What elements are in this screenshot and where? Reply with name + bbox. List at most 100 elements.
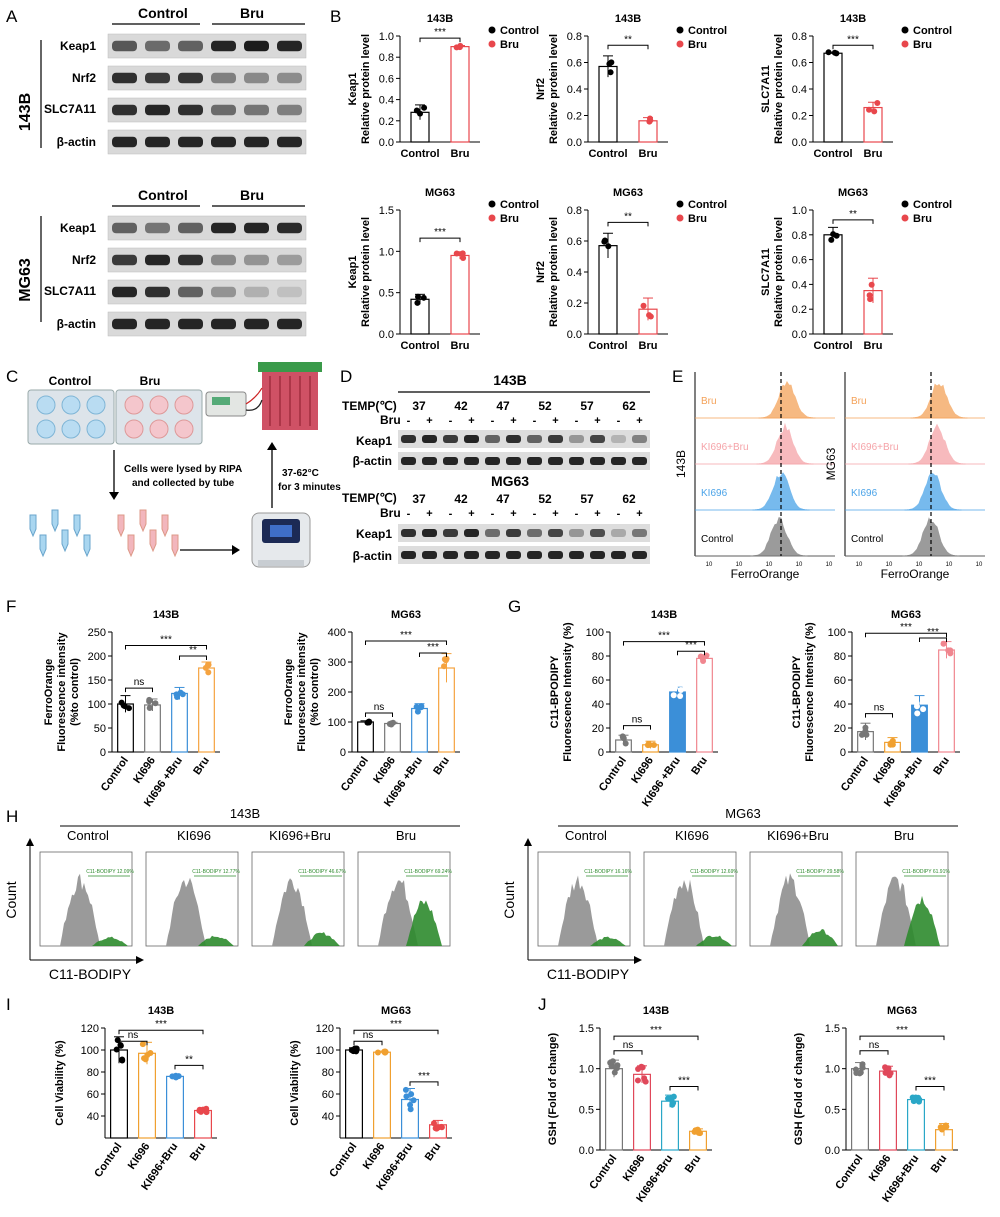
e-histogram <box>904 472 962 511</box>
blot-row-band <box>211 104 236 116</box>
chart-y-tick-label: 250 <box>88 627 106 639</box>
chart-bar <box>632 1073 651 1151</box>
blot-a2 <box>107 215 307 337</box>
chart-data-point <box>408 1091 415 1098</box>
chart-y-label: Relative protein level <box>548 34 560 144</box>
chart-f2: MG63 0 100 200 300 400 FerroOrange Fluorescence… <box>283 609 460 809</box>
chart-y-tick-label: 150 <box>88 675 106 687</box>
a1-header-control: Control <box>138 5 188 21</box>
c-well <box>36 395 56 415</box>
d-band-bactin <box>422 551 437 559</box>
chart-data-point <box>871 108 878 115</box>
d-band-bactin <box>443 551 458 559</box>
e-row-label: Bru <box>701 396 717 407</box>
chart-sig-label: *** <box>434 227 446 238</box>
blot-row-band <box>112 40 137 52</box>
chart-data-point <box>374 1049 381 1056</box>
chart-category-label: Control <box>588 148 627 160</box>
c-plate-control <box>27 389 115 445</box>
e-axis-tick: 10 <box>736 562 743 568</box>
chart-legend-label: Bru <box>913 213 932 225</box>
chart-data-point <box>913 703 920 710</box>
chart-sig-bracket <box>179 655 207 660</box>
blot-row-band <box>178 318 203 330</box>
c-tube-bru <box>149 529 157 553</box>
chart-i2: MG63 40 60 80 100 120 Cell Viability (%) Contro… <box>289 1005 452 1193</box>
chart-data-point <box>858 731 865 738</box>
chart-sig-bracket <box>419 237 461 243</box>
chart-title: MG63 <box>381 1005 411 1017</box>
h-sample-label: KI696+Bru <box>269 828 331 843</box>
d-band-keap1 <box>506 435 521 443</box>
chart-y-tick-label: 0.4 <box>567 84 582 96</box>
chart-sig-bracket <box>859 1035 945 1041</box>
chart-sig-bracket <box>125 644 207 650</box>
h-histogram-green <box>802 929 838 946</box>
d-band-bactin <box>443 457 458 465</box>
chart-bar <box>138 1052 157 1139</box>
chart-y-label: Cell Viability (%) <box>289 1040 301 1126</box>
h-gate-label: C11-BODIPY 69.24% <box>404 869 452 875</box>
blot-row-band <box>112 104 137 116</box>
c-cable <box>245 387 263 405</box>
chart-sig-bracket <box>623 641 705 646</box>
blot-row-membrane <box>107 65 307 91</box>
h-sample-label: Control <box>67 828 109 843</box>
chart-y-tick-label: 0.0 <box>792 329 807 341</box>
chart-y-label: (%to control) <box>309 658 321 726</box>
blot-a1 <box>107 33 307 155</box>
chart-legend-label: Bru <box>500 39 519 51</box>
chart-sig-label: *** <box>678 1076 690 1087</box>
chart-y-tick-label: 0.0 <box>792 137 807 149</box>
chart-data-point <box>914 710 921 717</box>
chart-data-point <box>608 59 615 66</box>
chart-category-label: Control <box>839 755 871 794</box>
chart-sig-label: ns <box>134 677 145 688</box>
blot-row-membrane <box>107 311 307 337</box>
chart-title: 143B <box>153 609 179 621</box>
chart-b3: 143B 0.0 0.2 0.4 0.6 0.8 SLC7A11 Relative prote… <box>760 13 952 160</box>
chart-y-tick-label: 0 <box>598 747 604 759</box>
chart-sig-bracket <box>419 652 447 657</box>
d-band-keap1 <box>611 435 626 443</box>
chart-bar <box>198 667 215 753</box>
chart-y-tick-label: 1.0 <box>825 1064 840 1076</box>
e-axis-tick: 10 <box>976 562 983 568</box>
chart-data-point <box>203 1109 210 1116</box>
chart-category-label: KI696 <box>371 755 398 786</box>
d-minus: - <box>533 508 537 520</box>
a2-header-control: Control <box>138 187 188 203</box>
chart-legend-marker <box>901 214 909 222</box>
blot-row-band <box>145 136 170 148</box>
d-temp-tick: 57 <box>580 399 594 413</box>
chart-y-tick-label: 80 <box>834 651 846 663</box>
blot-row-band <box>244 254 269 266</box>
d-minus: - <box>491 415 495 427</box>
chart-y-tick-label: 1.5 <box>379 205 394 217</box>
chart-data-point <box>885 1065 892 1072</box>
d-minus: - <box>533 415 537 427</box>
e-axis-tick: 10 <box>916 562 923 568</box>
chart-sig-bracket <box>365 640 447 645</box>
panel-letter-d: D <box>340 367 352 386</box>
chart-category-label: Control <box>339 755 371 794</box>
blot-row-band <box>277 104 302 116</box>
d-temp-tick: 37 <box>412 492 426 506</box>
chart-data-point <box>910 1098 917 1105</box>
blot-row-band <box>277 72 302 84</box>
d-temp-label: TEMP(℃) <box>342 399 397 413</box>
d-minus: - <box>617 415 621 427</box>
chart-data-point <box>152 700 159 707</box>
c-tube-control <box>39 534 47 558</box>
d-membrane-bactin <box>398 452 650 470</box>
chart-y-tick-label: 0.0 <box>379 137 394 149</box>
chart-data-point <box>937 1124 944 1131</box>
d-membrane-keap1 <box>398 430 650 448</box>
chart-y-tick-label: 100 <box>88 699 106 711</box>
chart-y-label: Relative protein level <box>548 217 560 327</box>
chart-data-point <box>407 1101 414 1108</box>
e-histogram <box>910 383 968 419</box>
chart-data-point <box>867 296 874 303</box>
chart-data-point <box>146 698 153 705</box>
